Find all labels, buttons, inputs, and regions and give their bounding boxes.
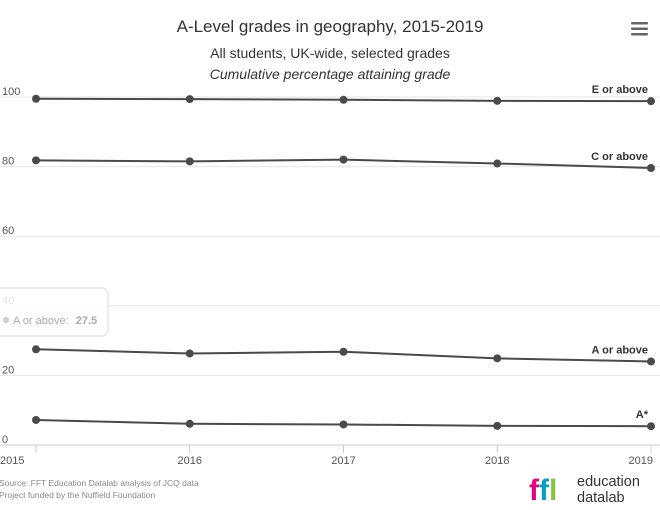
data-point[interactable] (32, 345, 40, 354)
data-point[interactable] (185, 349, 194, 358)
data-point[interactable] (493, 421, 502, 430)
data-point[interactable] (493, 96, 502, 105)
y-tick-label: 100 (2, 86, 20, 98)
tooltip-value: 27.5 (76, 315, 97, 327)
data-point[interactable] (647, 97, 655, 106)
series-label: A or above (592, 344, 648, 356)
y-tick-label: 80 (2, 156, 14, 168)
x-tick-label: 2017 (331, 455, 355, 467)
hamburger-menu-icon[interactable] (628, 18, 650, 38)
y-tick-label: 60 (2, 225, 14, 237)
logo-mark-letter-3: l (549, 474, 557, 507)
gridlines (0, 96, 660, 376)
data-point[interactable] (339, 95, 348, 104)
data-point[interactable] (647, 422, 655, 431)
data-point[interactable] (339, 347, 348, 356)
data-point[interactable] (493, 159, 502, 168)
svg-text:A or above: 27.5: A or above: 27.5 (13, 315, 97, 327)
data-point[interactable] (339, 155, 348, 164)
chart-title: A-Level grades in geography, 2015-2019 (177, 17, 484, 36)
logo-mark-letter-2: f (539, 474, 550, 507)
y-tick-label: 20 (2, 364, 14, 376)
x-tick-label: 2019 (629, 455, 653, 467)
tooltip: A or above: 27.5 (0, 287, 109, 337)
chart-subtitle-italic: Cumulative percentage attaining grade (210, 66, 451, 82)
x-axis: 2015 2016 2017 2018 2019 (0, 444, 660, 467)
x-tick-label: 2018 (485, 455, 509, 467)
tooltip-label: A or above: (13, 315, 69, 327)
data-point[interactable] (32, 415, 40, 424)
chart-subtitle: All students, UK-wide, selected grades (210, 45, 450, 61)
data-point[interactable] (32, 94, 40, 103)
logo-mark: ffl (529, 474, 557, 507)
x-tick-label: 2015 (0, 455, 24, 467)
data-point[interactable] (647, 357, 655, 366)
x-tick-label: 2016 (178, 455, 202, 467)
logo-mark-letter-1: f (529, 474, 540, 507)
logo-word-education: education (577, 474, 640, 490)
logo: ffl education datalab (529, 474, 640, 507)
data-point[interactable] (493, 354, 502, 363)
credit-funding: Project funded by the Nuffield Foundatio… (0, 490, 156, 500)
data-point[interactable] (185, 157, 194, 166)
credit-source[interactable]: Source: FFT Education Datalab analysis o… (0, 478, 199, 488)
series-labels: E or above C or above A or above A* (591, 84, 649, 421)
series-lines (32, 94, 655, 431)
data-point[interactable] (185, 419, 194, 428)
y-axis: 020406080100 (2, 86, 20, 446)
data-point[interactable] (32, 156, 40, 165)
y-tick-label: 0 (2, 434, 8, 446)
logo-word-datalab: datalab (577, 490, 625, 506)
series-label: E or above (592, 84, 648, 96)
series-label: A* (636, 409, 649, 421)
data-point[interactable] (647, 163, 655, 172)
data-point[interactable] (339, 420, 348, 429)
data-point[interactable] (185, 95, 194, 104)
series-label: C or above (591, 151, 648, 163)
